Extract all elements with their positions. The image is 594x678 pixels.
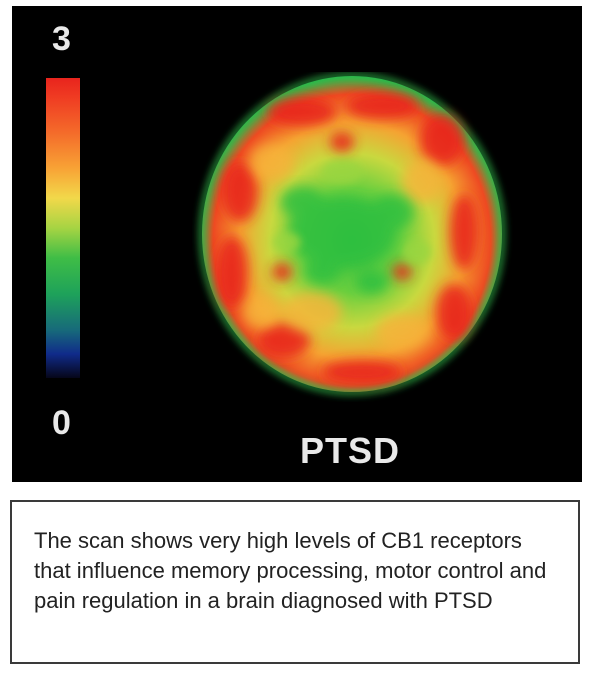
color-scale-bar bbox=[46, 78, 80, 378]
pet-brain-scan-image bbox=[199, 73, 505, 395]
brain-scan-panel: 3 0 bbox=[12, 6, 582, 482]
caption-text: The scan shows very high levels of CB1 r… bbox=[34, 528, 547, 613]
color-scale-min-label: 0 bbox=[52, 404, 71, 442]
color-scale-max-label: 3 bbox=[52, 20, 71, 58]
caption-box: The scan shows very high levels of CB1 r… bbox=[10, 500, 580, 664]
diagnosis-label: PTSD bbox=[300, 430, 401, 471]
